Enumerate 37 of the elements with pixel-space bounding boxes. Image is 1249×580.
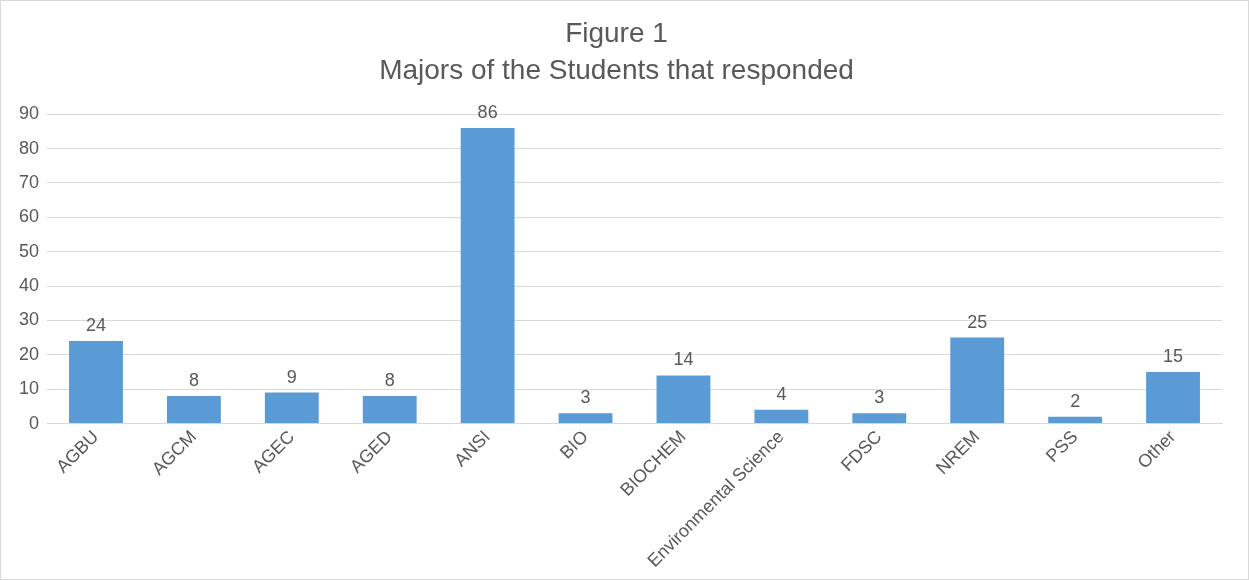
bar bbox=[1146, 371, 1200, 424]
y-tick-label: 50 bbox=[18, 240, 40, 261]
bar bbox=[950, 337, 1005, 424]
chart-subtitle: Majors of the Students that responded bbox=[379, 54, 854, 86]
y-tick-label: 90 bbox=[18, 103, 40, 124]
y-tick-label: 20 bbox=[18, 343, 40, 364]
bar bbox=[166, 396, 221, 424]
y-tick-label: 80 bbox=[18, 137, 40, 158]
y-tick-label: 40 bbox=[18, 275, 40, 296]
y-tick-label: 0 bbox=[29, 412, 40, 433]
bar bbox=[362, 396, 417, 424]
bar bbox=[1048, 416, 1103, 424]
bar bbox=[558, 413, 613, 424]
data-label: 3 bbox=[874, 387, 885, 408]
bar bbox=[852, 413, 907, 424]
bar bbox=[264, 392, 319, 424]
data-label: 14 bbox=[673, 349, 694, 370]
x-tick-label: BIO bbox=[555, 426, 592, 463]
data-label: 8 bbox=[384, 370, 395, 391]
bar bbox=[69, 341, 123, 424]
data-label: 3 bbox=[580, 387, 591, 408]
bar bbox=[754, 409, 809, 424]
y-tick-label: 10 bbox=[18, 378, 40, 399]
data-label: 86 bbox=[477, 101, 498, 122]
data-label: 8 bbox=[188, 370, 199, 391]
data-label: 24 bbox=[85, 315, 106, 336]
bar bbox=[460, 127, 515, 424]
y-tick-label: 60 bbox=[18, 206, 40, 227]
data-label: 9 bbox=[286, 366, 297, 387]
data-label: 15 bbox=[1163, 345, 1184, 366]
y-tick-label: 30 bbox=[18, 309, 40, 330]
data-label: 2 bbox=[1070, 390, 1081, 411]
data-label: 25 bbox=[967, 311, 988, 332]
data-label: 4 bbox=[776, 383, 787, 404]
bar bbox=[656, 375, 711, 424]
chart-title: Figure 1 bbox=[565, 16, 668, 48]
y-tick-label: 70 bbox=[18, 171, 40, 192]
